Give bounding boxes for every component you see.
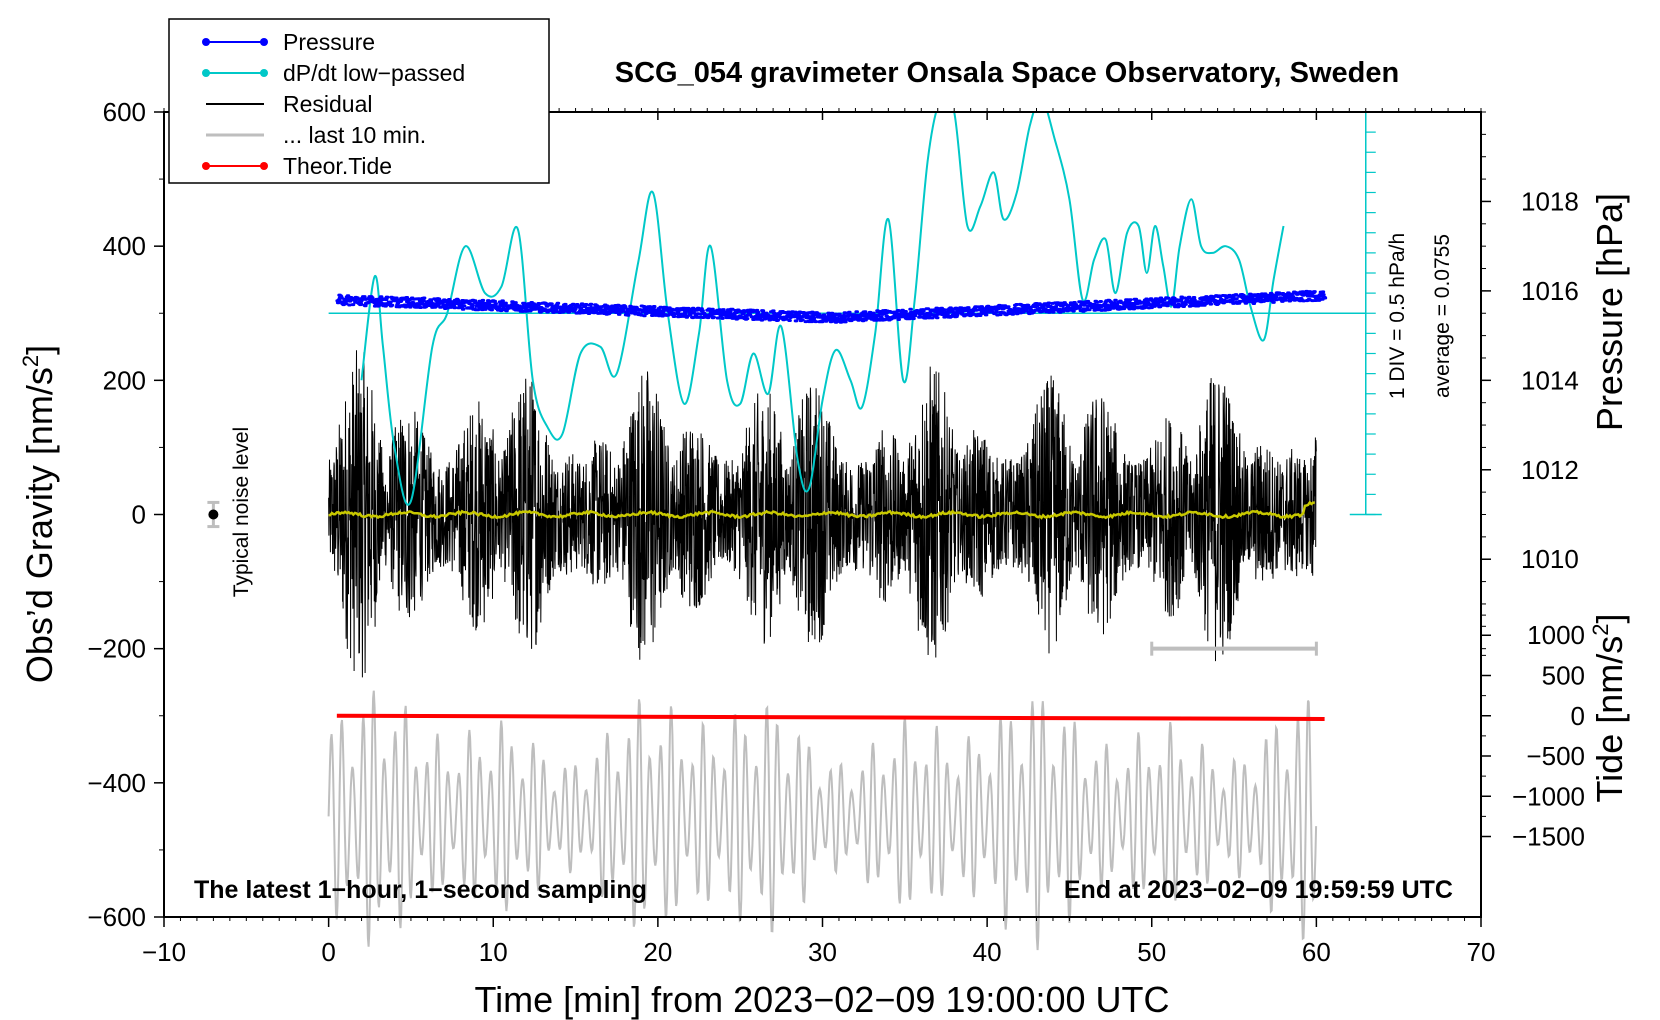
tide-tick-label: −500 <box>1526 741 1585 771</box>
pressure-tick-label: 1018 <box>1521 186 1579 216</box>
bottom-left-annotation: The latest 1−hour, 1−second sampling <box>194 876 647 904</box>
x-axis-label: Time [min] from 2023−02−09 19:00:00 UTC <box>474 979 1169 1020</box>
noise-level-dot <box>208 509 219 520</box>
tide-tick-label: 0 <box>1571 701 1585 731</box>
legend-label: Theor.Tide <box>283 153 392 179</box>
x-tick-label: −10 <box>142 937 186 967</box>
axes-layer: −10 0 10 20 30 40 50 60 70 −600 −400 −200 0 200 400 600… <box>87 97 1585 967</box>
y-axis-label-close: ] <box>19 345 60 355</box>
y-axis-label-pressure: Pressure [hPa] <box>1589 193 1630 431</box>
pressure-tick-label: 1010 <box>1521 544 1579 574</box>
tide-label-main-text: Tide [nm/s <box>1589 636 1630 803</box>
chart-title: SCG_054 gravimeter Onsala Space Observat… <box>615 57 1399 89</box>
x-tick-label: 70 <box>1467 937 1496 967</box>
legend-box <box>168 18 550 184</box>
x-tick-label: 20 <box>643 937 672 967</box>
y-axis-label-gravity: Obs’d Gravity [nm/s2] <box>18 345 60 683</box>
y-tick-label: 0 <box>132 500 146 530</box>
tide-tick-label: −1500 <box>1512 822 1585 852</box>
legend: Pressure dP/dt low−passed Residual ... last… <box>168 18 550 184</box>
x-tick-label: 0 <box>321 937 335 967</box>
data-layer <box>207 111 1382 951</box>
y-tick-label: 200 <box>103 365 146 395</box>
legend-marker <box>260 69 268 77</box>
legend-marker <box>260 162 268 170</box>
tide-label-superscript: 2 <box>1588 624 1613 636</box>
y-tick-label: −200 <box>87 634 146 664</box>
smoothed-residual-series <box>328 500 1316 520</box>
legend-label: dP/dt low−passed <box>283 60 465 86</box>
y-tick-label: 600 <box>103 97 146 127</box>
legend-marker <box>202 162 210 170</box>
legend-label: ... last 10 min. <box>283 122 426 148</box>
pressure-series <box>335 289 1328 324</box>
pressure-tick-label: 1012 <box>1521 455 1579 485</box>
legend-marker <box>202 38 210 46</box>
x-tick-label: 50 <box>1137 937 1166 967</box>
legend-marker <box>260 38 268 46</box>
y-tick-label: −600 <box>87 902 146 932</box>
bottom-right-annotation: End at 2023−02−09 19:59:59 UTC <box>1064 876 1453 904</box>
dpdt-series <box>360 112 1285 506</box>
x-tick-label: 40 <box>973 937 1002 967</box>
div-label: 1 DIV = 0.5 hPa/h <box>1386 233 1409 399</box>
noise-level-label: Typical noise level <box>230 427 253 597</box>
last-10-min-series <box>327 690 1318 951</box>
legend-label: Pressure <box>283 29 375 55</box>
legend-marker <box>202 69 210 77</box>
tide-tick-label: 1000 <box>1527 620 1585 650</box>
tide-series <box>336 713 1325 721</box>
x-tick-label: 30 <box>808 937 837 967</box>
y-tick-label: −400 <box>87 768 146 798</box>
tide-label-close: ] <box>1589 614 1630 624</box>
average-label: average = 0.0755 <box>1431 234 1454 398</box>
tide-tick-label: 500 <box>1542 660 1585 690</box>
x-tick-label: 60 <box>1302 937 1331 967</box>
y-axis-label-tide: Tide [nm/s2] <box>1588 614 1630 803</box>
y-axis-label-superscript: 2 <box>18 355 43 367</box>
tide-tick-label: −1000 <box>1512 781 1585 811</box>
pressure-tick-label: 1016 <box>1521 276 1579 306</box>
legend-label: Residual <box>283 91 373 117</box>
y-tick-label: 400 <box>103 231 146 261</box>
residual-series <box>328 350 1317 678</box>
pressure-tick-label: 1014 <box>1521 365 1579 395</box>
x-tick-label: 10 <box>479 937 508 967</box>
y-axis-label-main-text: Obs’d Gravity [nm/s <box>19 367 60 683</box>
